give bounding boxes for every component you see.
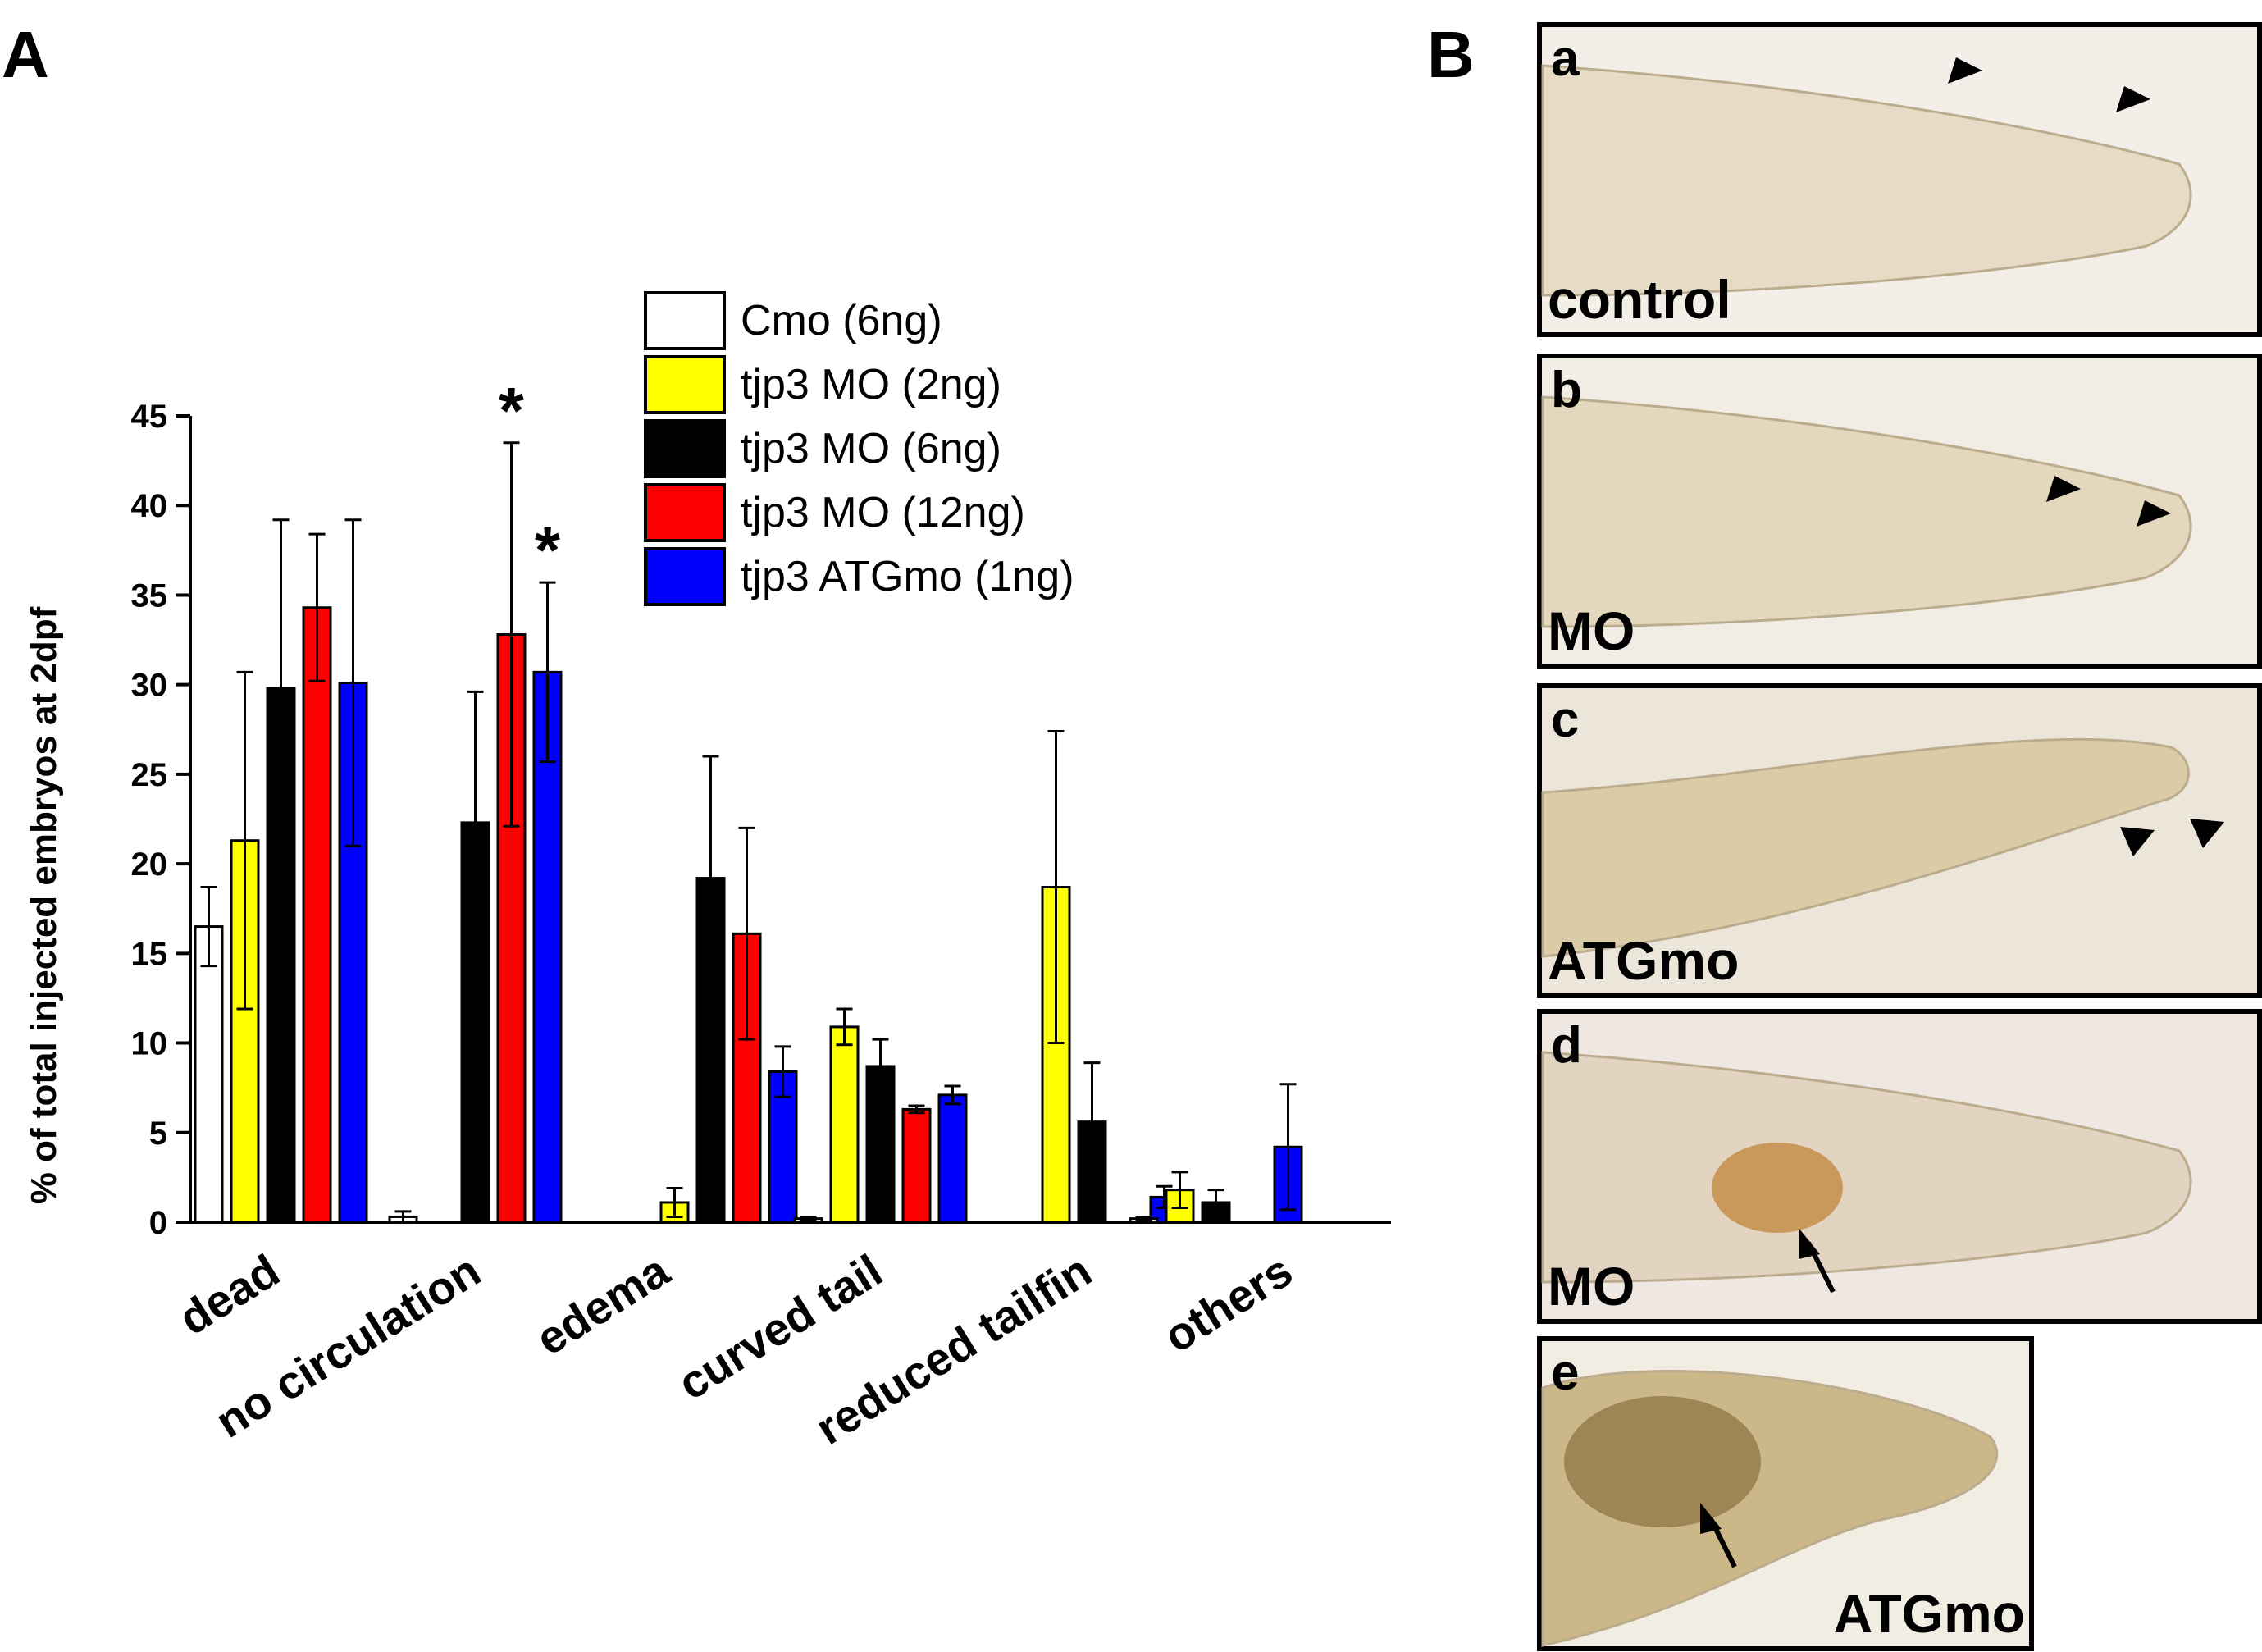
y-tick-label: 10 (131, 1026, 168, 1062)
legend-label-tjp3-mo-12ng: tjp3 MO (12ng) (741, 489, 1025, 536)
y-tick-label: 40 (131, 488, 168, 524)
micrograph-c: c ATGmo (1537, 683, 2262, 998)
tail-tissue (1541, 1051, 2192, 1284)
y-tick-label: 5 (149, 1116, 167, 1152)
legend-swatch-tjp3-atgmo-1ng (644, 547, 726, 606)
micrograph-d: d MO (1537, 1009, 2262, 1324)
significance-star: * (535, 513, 561, 586)
pigment-accumulation (1564, 1396, 1761, 1527)
micrograph-e: e ATGmo (1537, 1336, 2034, 1651)
micrograph-a: a control (1537, 22, 2262, 337)
micrograph-label: MO (1548, 600, 1635, 661)
bar-dead-cmo-6ng (194, 925, 224, 1224)
micrograph-letter: d (1551, 1017, 1582, 1074)
panel-letter-b: B (1427, 18, 1475, 91)
category-label-edema: edema (527, 1244, 678, 1365)
tail-tissue (1541, 737, 2190, 958)
arrow-head (1700, 1503, 1722, 1534)
y-tick-label: 15 (131, 936, 168, 972)
legend-label-tjp3-mo-6ng: tjp3 MO (6ng) (741, 425, 1001, 472)
bar-curved-tail-tjp3-mo-12ng (901, 1107, 932, 1224)
y-tick-label: 45 (131, 399, 168, 435)
y-tick-label: 0 (149, 1205, 167, 1241)
tail-tissue (1541, 395, 2192, 628)
bar-curved-tail-tjp3-atgmo-1ng (937, 1093, 968, 1224)
significance-marks: ** (499, 374, 561, 586)
micrograph-letter: a (1551, 30, 1580, 87)
legend: Cmo (6ng) tjp3 MO (2ng) tjp3 MO (6ng) tjp3 … (644, 291, 1074, 606)
legend-swatch-tjp3-mo-2ng (644, 355, 726, 414)
arrowhead-icon (2190, 819, 2224, 848)
category-label-others: others (1155, 1244, 1302, 1362)
y-axis-title: % of total injected embryos at 2dpf (24, 606, 64, 1204)
y-ticks: 0 5 10 15 20 25 30 35 40 45 (131, 399, 190, 1241)
micrograph-letter: b (1551, 362, 1582, 418)
legend-swatch-tjp3-mo-6ng (644, 419, 726, 478)
legend-swatch-tjp3-mo-12ng (644, 483, 726, 542)
y-tick-label: 20 (131, 847, 168, 883)
bars (194, 441, 1303, 1224)
arrowhead-icon (2116, 86, 2150, 112)
y-tick-label: 30 (131, 668, 168, 704)
micrograph-letter: e (1551, 1344, 1579, 1401)
legend-label-cmo-6ng: Cmo (6ng) (741, 297, 942, 345)
micrograph-label: ATGmo (1548, 930, 1739, 991)
panel-letter-a: A (2, 18, 49, 91)
bar-curved-tail-tjp3-mo-6ng (865, 1065, 896, 1224)
legend-swatch-cmo-6ng (644, 291, 726, 350)
micrograph-label: ATGmo (1834, 1583, 2025, 1644)
category-label-dead: dead (170, 1244, 288, 1345)
pigment-accumulation (1712, 1143, 1843, 1233)
legend-label-tjp3-atgmo-1ng: tjp3 ATGmo (1ng) (741, 553, 1074, 600)
arrowhead-icon (1948, 57, 1982, 84)
tail-tissue (1541, 64, 2192, 297)
y-tick-label: 35 (131, 577, 168, 614)
arrowhead-icon (2120, 827, 2155, 856)
micrograph-label: MO (1548, 1256, 1635, 1317)
micrograph-b: b MO (1537, 354, 2262, 669)
micrograph-panels: a control b MO c ATGmo d MO e ATGmo (1537, 22, 2262, 1651)
arrow-head (1799, 1228, 1820, 1259)
significance-star: * (499, 374, 525, 447)
y-tick-label: 25 (131, 757, 168, 793)
micrograph-label: control (1548, 269, 1731, 330)
micrograph-letter: c (1551, 691, 1579, 748)
bar-no-circulation-tjp3-atgmo-1ng (532, 670, 563, 1224)
arrowhead-icon (2046, 476, 2081, 502)
arrowhead-icon (2137, 500, 2171, 527)
bar-dead-tjp3-mo-12ng (302, 606, 332, 1224)
legend-label-tjp3-mo-2ng: tjp3 MO (2ng) (741, 361, 1001, 408)
bar-curved-tail-tjp3-mo-2ng (829, 1025, 860, 1224)
